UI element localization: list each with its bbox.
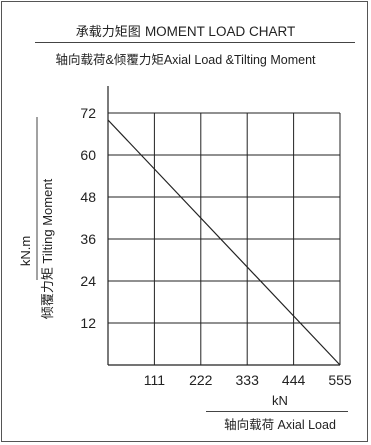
x-label-divider — [206, 411, 348, 412]
x-tick-labels: 111 222 333 444 555 — [144, 372, 352, 388]
title-chinese: 承载力矩图 — [75, 25, 141, 40]
y-axis-label: 倾覆力矩 Tilting Moment — [40, 178, 55, 319]
y-tick-label-60: 60 — [80, 147, 96, 163]
x-tick-label-222: 222 — [189, 372, 213, 388]
x-tick-label-444: 444 — [282, 372, 306, 388]
chart-subtitle: 轴向载荷&倾覆力矩Axial Load &Tilting Moment — [55, 53, 316, 67]
y-tick-labels: 72 60 48 36 24 12 — [80, 105, 96, 331]
y-tick-label-12: 12 — [80, 315, 96, 331]
x-axis-label: 轴向载荷 Axial Load — [224, 418, 336, 432]
title-underline — [35, 42, 355, 43]
y-tick-label-48: 48 — [80, 189, 96, 205]
y-tick-label-24: 24 — [80, 273, 96, 289]
y-tick-label-36: 36 — [80, 231, 96, 247]
chart-title: 承载力矩图 MOMENT LOAD CHART — [0, 21, 371, 40]
series-lines — [107, 119, 341, 366]
x-tick-label-111: 111 — [144, 372, 165, 388]
x-tick-label-555: 555 — [328, 372, 352, 388]
y-axis-unit: kN.m — [18, 236, 33, 266]
title-english: MOMENT LOAD CHART — [144, 24, 296, 39]
grid-lines — [108, 112, 341, 365]
axes — [107, 86, 340, 366]
y-tick-label-72: 72 — [80, 105, 96, 121]
y-axis-labels: kN.m 倾覆力矩 Tilting Moment — [18, 117, 55, 319]
x-axis-unit: kN — [272, 393, 288, 408]
series-line-0 — [107, 119, 341, 366]
x-tick-label-333: 333 — [236, 372, 260, 388]
